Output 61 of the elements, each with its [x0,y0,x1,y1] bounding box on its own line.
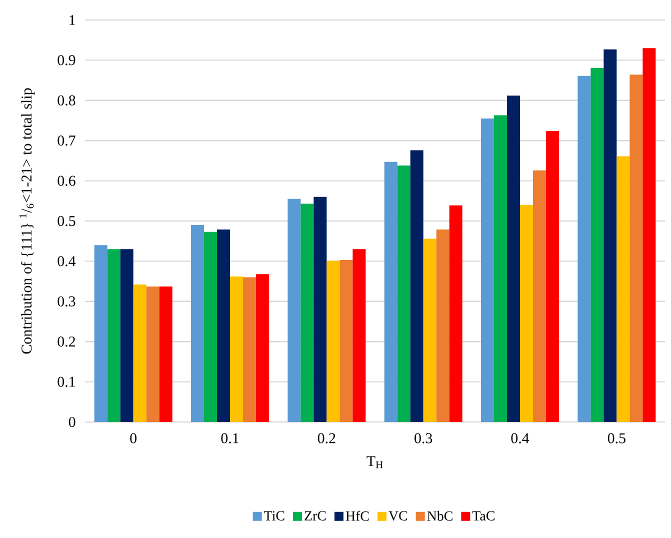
bar [107,249,120,422]
bar [616,156,630,422]
bar [449,205,462,422]
x-tick-label: 0 [130,433,137,444]
bar [120,249,134,422]
bar [533,170,546,422]
y-tick-label: 0.8 [58,95,76,106]
bar [494,115,508,422]
y-tick-label: 0.2 [58,336,75,347]
legend-label: TiC [264,511,284,521]
bar [630,74,643,422]
y-tick-label: 1 [70,15,75,25]
bar [314,196,327,422]
x-tick-label: 0.2 [318,433,336,444]
y-axis-title: Contribution of {111} $^{1}$/$_{6}$<1-21> to total slip [19,88,35,354]
legend-label: TaC [472,511,494,521]
bar [520,204,534,422]
y-tick-label: 0.5 [58,216,76,226]
legend-label: HfC [346,510,369,521]
bar [642,48,656,422]
x-tick-label: 0.1 [221,433,238,444]
bar [507,96,520,422]
bar [423,238,436,422]
bar [204,232,217,422]
x-axis-title: T$_{H}$ [366,456,383,468]
bar [604,49,617,422]
bar [159,286,172,422]
bar [397,166,410,422]
bar [340,260,353,422]
y-tick-label: 0.9 [58,55,76,66]
legend-label: NbC [427,510,452,521]
bar [590,68,604,422]
y-tick-label: 0.1 [58,376,75,387]
bar [384,162,398,422]
x-tick-label: 0.5 [608,433,626,444]
bar [146,286,160,422]
bar [352,249,366,422]
y-tick-label: 0.4 [58,256,76,266]
legend-label: VC [388,511,408,521]
bar [133,284,146,422]
bar [326,260,340,422]
x-tick-label: 0.3 [414,433,432,444]
bar [288,198,301,422]
bar [191,225,204,422]
bar [410,150,424,422]
bar [546,130,560,422]
bar [217,229,230,422]
y-tick-label: 0 [68,416,76,428]
bar [300,204,314,422]
y-tick-label: 0.3 [58,296,76,306]
y-tick-label: 0.7 [58,136,76,146]
bar [256,274,270,422]
bar [230,276,243,422]
bar [481,118,494,422]
y-tick-label: 0.6 [58,176,76,186]
bar [94,245,108,422]
legend-label: ZrC [304,511,326,521]
bar [578,76,591,422]
x-tick-label: 0.4 [511,433,530,444]
bar [243,277,256,422]
bar [436,229,450,422]
